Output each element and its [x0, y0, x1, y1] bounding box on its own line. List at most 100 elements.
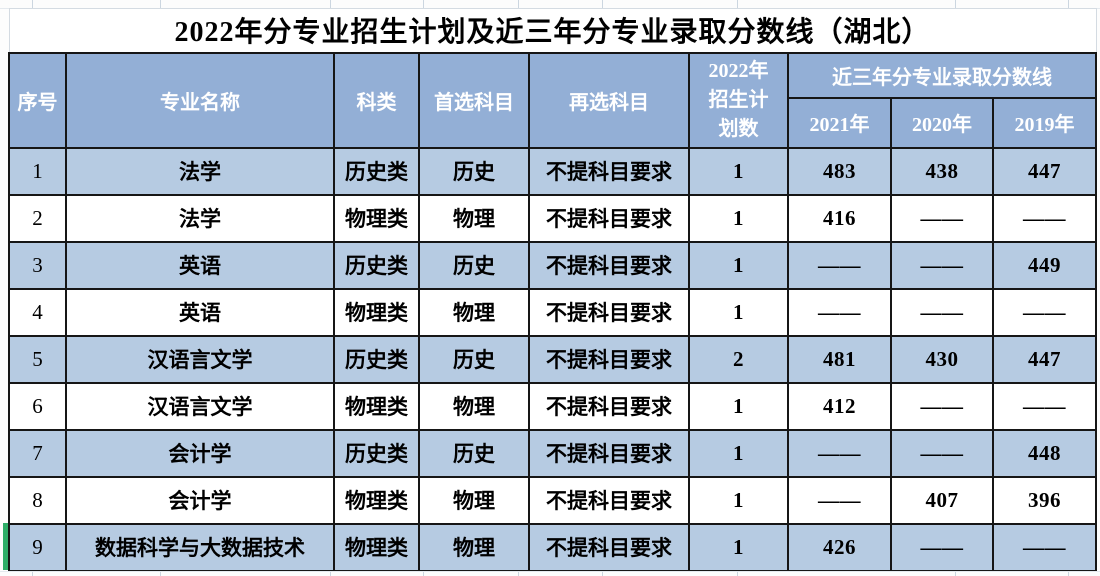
cell-no[interactable]: 6	[8, 381, 67, 431]
cell-category[interactable]: 历史类	[333, 334, 420, 384]
col-header-2019[interactable]: 2019年	[991, 96, 1098, 149]
cell-score-2019[interactable]: ——	[991, 522, 1098, 572]
cell-score-2020[interactable]: ——	[890, 240, 994, 290]
cell-no[interactable]: 3	[8, 240, 67, 290]
cell-first-subject[interactable]: 历史	[418, 240, 530, 290]
cell-score-2020[interactable]: ——	[890, 287, 994, 337]
cell-plan[interactable]: 1	[688, 240, 789, 290]
col-header-no[interactable]: 序号	[8, 51, 67, 149]
cell-score-2020[interactable]: ——	[890, 428, 994, 478]
cell-category[interactable]: 物理类	[333, 475, 420, 525]
cell-first-subject[interactable]: 历史	[418, 146, 530, 196]
cell-first-subject[interactable]: 物理	[418, 193, 530, 243]
cell-first-subject[interactable]: 物理	[418, 381, 530, 431]
cell-score-2019[interactable]: 447	[991, 146, 1098, 196]
cell-plan[interactable]: 1	[688, 381, 789, 431]
cell-score-2019[interactable]: ——	[991, 193, 1098, 243]
cell-plan[interactable]: 1	[688, 287, 789, 337]
col-header-recent-three-years[interactable]: 近三年分专业录取分数线	[786, 51, 1098, 99]
cell-score-2019[interactable]: 447	[991, 334, 1098, 384]
col-header-first-subject[interactable]: 首选科目	[418, 51, 530, 149]
cell-plan[interactable]: 1	[688, 193, 789, 243]
cell-first-subject[interactable]: 物理	[418, 475, 530, 525]
cell-major[interactable]: 法学	[65, 193, 335, 243]
cell-major[interactable]: 英语	[65, 287, 335, 337]
cell-score-2019[interactable]: ——	[991, 287, 1098, 337]
cell-score-2021[interactable]: 416	[787, 193, 892, 243]
cell-score-2021[interactable]: 481	[787, 334, 892, 384]
cell-reselect-subject[interactable]: 不提科目要求	[528, 475, 690, 525]
cell-score-2021[interactable]: 426	[787, 522, 892, 572]
cell-reselect-subject[interactable]: 不提科目要求	[528, 240, 690, 290]
cell-plan[interactable]: 2	[688, 334, 789, 384]
col-header-2021[interactable]: 2021年	[787, 96, 892, 149]
gridline	[160, 0, 161, 8]
cell-reselect-subject[interactable]: 不提科目要求	[528, 381, 690, 431]
gridline	[423, 572, 424, 576]
cell-score-2021[interactable]: ——	[787, 287, 892, 337]
table-row: 8 会计学 物理类 物理 不提科目要求 1 —— 407 396	[8, 475, 1098, 525]
cell-category[interactable]: 历史类	[333, 240, 420, 290]
cell-score-2021[interactable]: 412	[787, 381, 892, 431]
cell-plan[interactable]: 1	[688, 428, 789, 478]
cell-first-subject[interactable]: 物理	[418, 287, 530, 337]
col-header-reselect-subject[interactable]: 再选科目	[528, 51, 690, 149]
cell-category[interactable]: 物理类	[333, 193, 420, 243]
cell-first-subject[interactable]: 历史	[418, 334, 530, 384]
cell-reselect-subject[interactable]: 不提科目要求	[528, 193, 690, 243]
cell-no[interactable]: 9	[8, 522, 67, 572]
cell-major[interactable]: 汉语言文学	[65, 334, 335, 384]
col-header-plan-2022[interactable]: 2022年招生计划数	[688, 51, 789, 149]
table-title[interactable]: 2022年分专业招生计划及近三年分专业录取分数线（湖北）	[8, 8, 1097, 54]
cell-category[interactable]: 历史类	[333, 428, 420, 478]
cell-plan[interactable]: 1	[688, 475, 789, 525]
cell-major[interactable]: 法学	[65, 146, 335, 196]
cell-score-2021[interactable]: ——	[787, 475, 892, 525]
cell-reselect-subject[interactable]: 不提科目要求	[528, 334, 690, 384]
cell-category[interactable]: 物理类	[333, 522, 420, 572]
col-header-2020[interactable]: 2020年	[890, 96, 994, 149]
col-header-category[interactable]: 科类	[333, 51, 420, 149]
cell-category[interactable]: 历史类	[333, 146, 420, 196]
cell-score-2020[interactable]: ——	[890, 522, 994, 572]
cell-score-2021[interactable]: ——	[787, 428, 892, 478]
cell-score-2020[interactable]: ——	[890, 193, 994, 243]
cell-major[interactable]: 会计学	[65, 428, 335, 478]
cell-no[interactable]: 2	[8, 193, 67, 243]
cell-no[interactable]: 4	[8, 287, 67, 337]
cell-score-2020[interactable]: 430	[890, 334, 994, 384]
cell-plan[interactable]: 1	[688, 522, 789, 572]
gridline	[1068, 0, 1069, 8]
cell-category[interactable]: 物理类	[333, 381, 420, 431]
col-header-major[interactable]: 专业名称	[65, 51, 335, 149]
cell-first-subject[interactable]: 历史	[418, 428, 530, 478]
cell-score-2019[interactable]: 448	[991, 428, 1098, 478]
cell-major[interactable]: 英语	[65, 240, 335, 290]
cell-score-2021[interactable]: 483	[787, 146, 892, 196]
cell-plan[interactable]: 1	[688, 146, 789, 196]
cell-reselect-subject[interactable]: 不提科目要求	[528, 287, 690, 337]
cell-no[interactable]: 1	[8, 146, 67, 196]
gridline	[423, 0, 424, 8]
cell-score-2019[interactable]: ——	[991, 381, 1098, 431]
cell-no[interactable]: 5	[8, 334, 67, 384]
table-row: 1 法学 历史类 历史 不提科目要求 1 483 438 447	[8, 146, 1098, 196]
cell-score-2019[interactable]: 396	[991, 475, 1098, 525]
cell-major[interactable]: 会计学	[65, 475, 335, 525]
cell-major[interactable]: 汉语言文学	[65, 381, 335, 431]
cell-score-2021[interactable]: ——	[787, 240, 892, 290]
cell-score-2020[interactable]: ——	[890, 381, 994, 431]
cell-score-2020[interactable]: 407	[890, 475, 994, 525]
gridline	[160, 572, 161, 576]
cell-major[interactable]: 数据科学与大数据技术	[65, 522, 335, 572]
cell-no[interactable]: 7	[8, 428, 67, 478]
cell-first-subject[interactable]: 物理	[418, 522, 530, 572]
cell-category[interactable]: 物理类	[333, 287, 420, 337]
cell-reselect-subject[interactable]: 不提科目要求	[528, 522, 690, 572]
cell-reselect-subject[interactable]: 不提科目要求	[528, 428, 690, 478]
cell-score-2019[interactable]: 449	[991, 240, 1098, 290]
cell-score-2020[interactable]: 438	[890, 146, 994, 196]
cell-reselect-subject[interactable]: 不提科目要求	[528, 146, 690, 196]
cell-no[interactable]: 8	[8, 475, 67, 525]
